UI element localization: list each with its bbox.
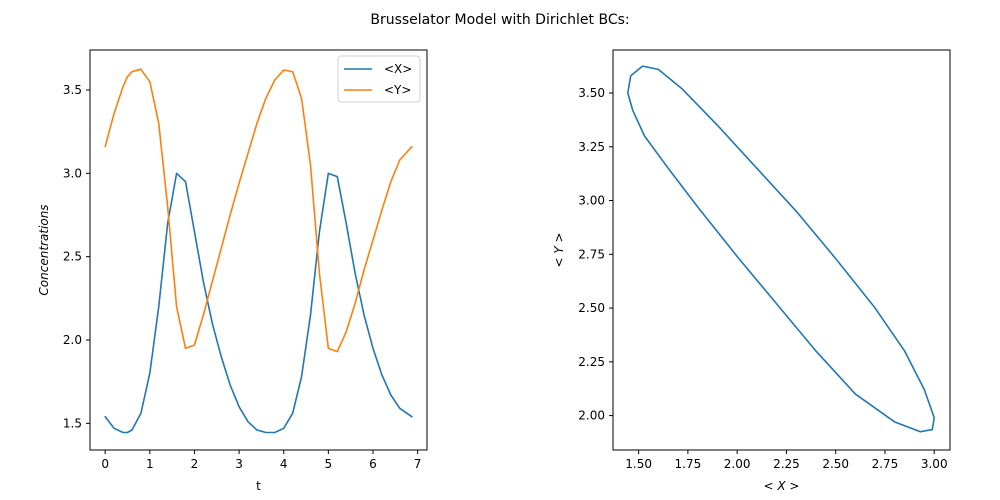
time-series-ylabel: Concentrations (37, 204, 51, 295)
phase-portrait-ytick-label: 2.25 (578, 355, 605, 369)
time-series-legend: <X> <Y> (337, 55, 421, 103)
phase-portrait-xtick-label: 2.25 (773, 457, 800, 471)
time-series-series-1-line (104, 172, 413, 434)
phase-portrait-ytick-label: 2.75 (578, 247, 605, 261)
time-series-ytick-label: 3.0 (63, 166, 82, 180)
time-series-ytick-label: 1.5 (63, 416, 82, 430)
time-series-chart: 0 1 2 3 4 5 6 7 1.5 2.0 2.5 3.0 3.5 t Concentrations… (37, 49, 428, 493)
phase-portrait-xtick-label: 1.75 (675, 457, 702, 471)
time-series-xtick-label: 4 (280, 457, 288, 471)
time-series-xtick-label: 7 (414, 457, 422, 471)
time-series-series-2-line (104, 68, 413, 353)
time-series-xtick-label: 6 (369, 457, 377, 471)
legend-label-y: <Y> (384, 83, 411, 97)
phase-portrait-xtick-label: 2.75 (872, 457, 899, 471)
phase-portrait-xtick-label: 1.50 (625, 457, 652, 471)
phase-portrait-xtick-label: 2.50 (822, 457, 849, 471)
phase-portrait-ytick-label: 3.25 (578, 140, 605, 154)
phase-portrait-chart: 1.50 1.75 2.00 2.25 2.50 2.75 3.00 2.00 2.25 2.50… (552, 49, 951, 493)
time-series-ytick-label: 2.0 (63, 333, 82, 347)
time-series-ytick-label: 2.5 (63, 250, 82, 264)
time-series-xtick-label: 3 (235, 457, 243, 471)
legend-label-x: <X> (384, 62, 412, 76)
phase-portrait-lines (626, 65, 936, 433)
phase-portrait-ticks: 1.50 1.75 2.00 2.25 2.50 2.75 3.00 2.00 2.25 2.50… (578, 86, 947, 471)
time-series-ticks: 0 1 2 3 4 5 6 7 1.5 2.0 2.5 3.0 3.5 (63, 83, 422, 471)
phase-portrait-series-1-line (626, 65, 936, 433)
time-series-lines (104, 68, 413, 434)
phase-portrait-ytick-label: 2.00 (578, 409, 605, 423)
phase-portrait-ytick-label: 3.00 (578, 194, 605, 208)
time-series-xtick-label: 5 (325, 457, 333, 471)
phase-portrait-ytick-label: 3.50 (578, 86, 605, 100)
time-series-xtick-label: 1 (146, 457, 154, 471)
phase-portrait-ytick-label: 2.50 (578, 301, 605, 315)
time-series-xtick-label: 0 (101, 457, 109, 471)
time-series-ytick-label: 3.5 (63, 83, 82, 97)
phase-portrait-xlabel: < X > (764, 479, 800, 493)
phase-portrait-xtick-label: 2.00 (724, 457, 751, 471)
phase-portrait-xtick-label: 3.00 (921, 457, 948, 471)
time-series-axes-frame (89, 49, 428, 451)
figure-suptitle: Brusselator Model with Dirichlet BCs: (370, 12, 629, 28)
time-series-xtick-label: 2 (191, 457, 199, 471)
time-series-xlabel: t (256, 479, 261, 493)
phase-portrait-ylabel: < Y > (552, 232, 566, 267)
phase-portrait-axes-frame (612, 49, 951, 451)
